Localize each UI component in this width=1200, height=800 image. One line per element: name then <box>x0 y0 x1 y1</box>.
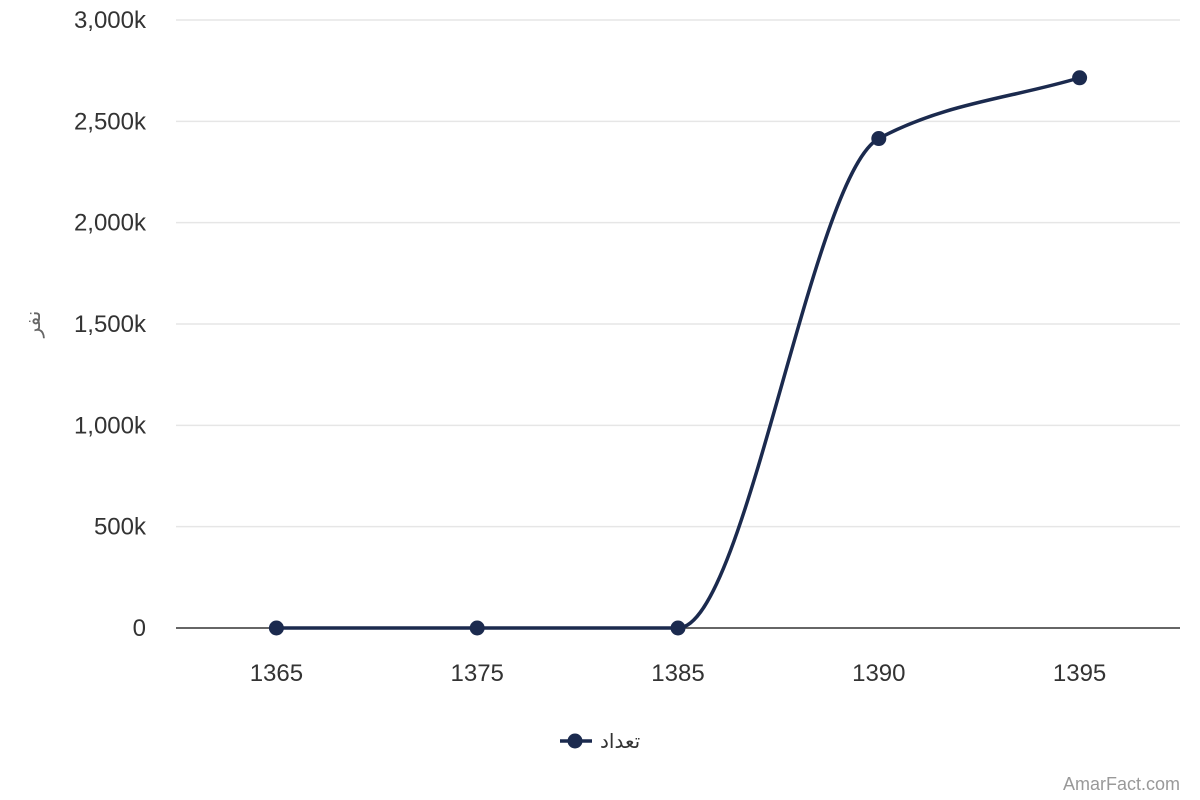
legend[interactable]: تعداد <box>560 731 640 753</box>
data-point[interactable] <box>871 131 887 147</box>
x-axis-ticks: 1365 1375 1385 1390 1395 <box>250 660 1107 687</box>
y-axis-label: نفر <box>23 311 45 339</box>
series-layer <box>268 70 1088 636</box>
y-tick-label: 3,000k <box>74 7 147 34</box>
legend-point-marker <box>567 733 583 749</box>
series-line <box>276 76 1081 630</box>
x-tick-label: 1395 <box>1053 660 1106 687</box>
y-tick-label: 1,000k <box>74 412 147 439</box>
y-tick-label: 500k <box>94 514 147 541</box>
y-tick-label: 2,000k <box>74 210 147 237</box>
x-tick-label: 1390 <box>852 660 905 687</box>
legend-label: تعداد <box>600 731 640 753</box>
y-tick-label: 0 <box>133 615 146 642</box>
gridlines <box>176 19 1180 528</box>
y-axis-ticks: 0 500k 1,000k 1,500k 2,000k 2,500k 3,000k <box>74 7 147 642</box>
credit-link[interactable]: AmarFact.com <box>1063 774 1180 794</box>
x-tick-label: 1365 <box>250 660 303 687</box>
data-point[interactable] <box>670 620 686 636</box>
y-tick-label: 2,500k <box>74 108 147 135</box>
x-tick-label: 1375 <box>451 660 504 687</box>
x-tick-label: 1385 <box>651 660 704 687</box>
data-point[interactable] <box>1072 70 1088 86</box>
y-tick-label: 1,500k <box>74 311 147 338</box>
data-point[interactable] <box>469 620 485 636</box>
data-point[interactable] <box>268 620 284 636</box>
